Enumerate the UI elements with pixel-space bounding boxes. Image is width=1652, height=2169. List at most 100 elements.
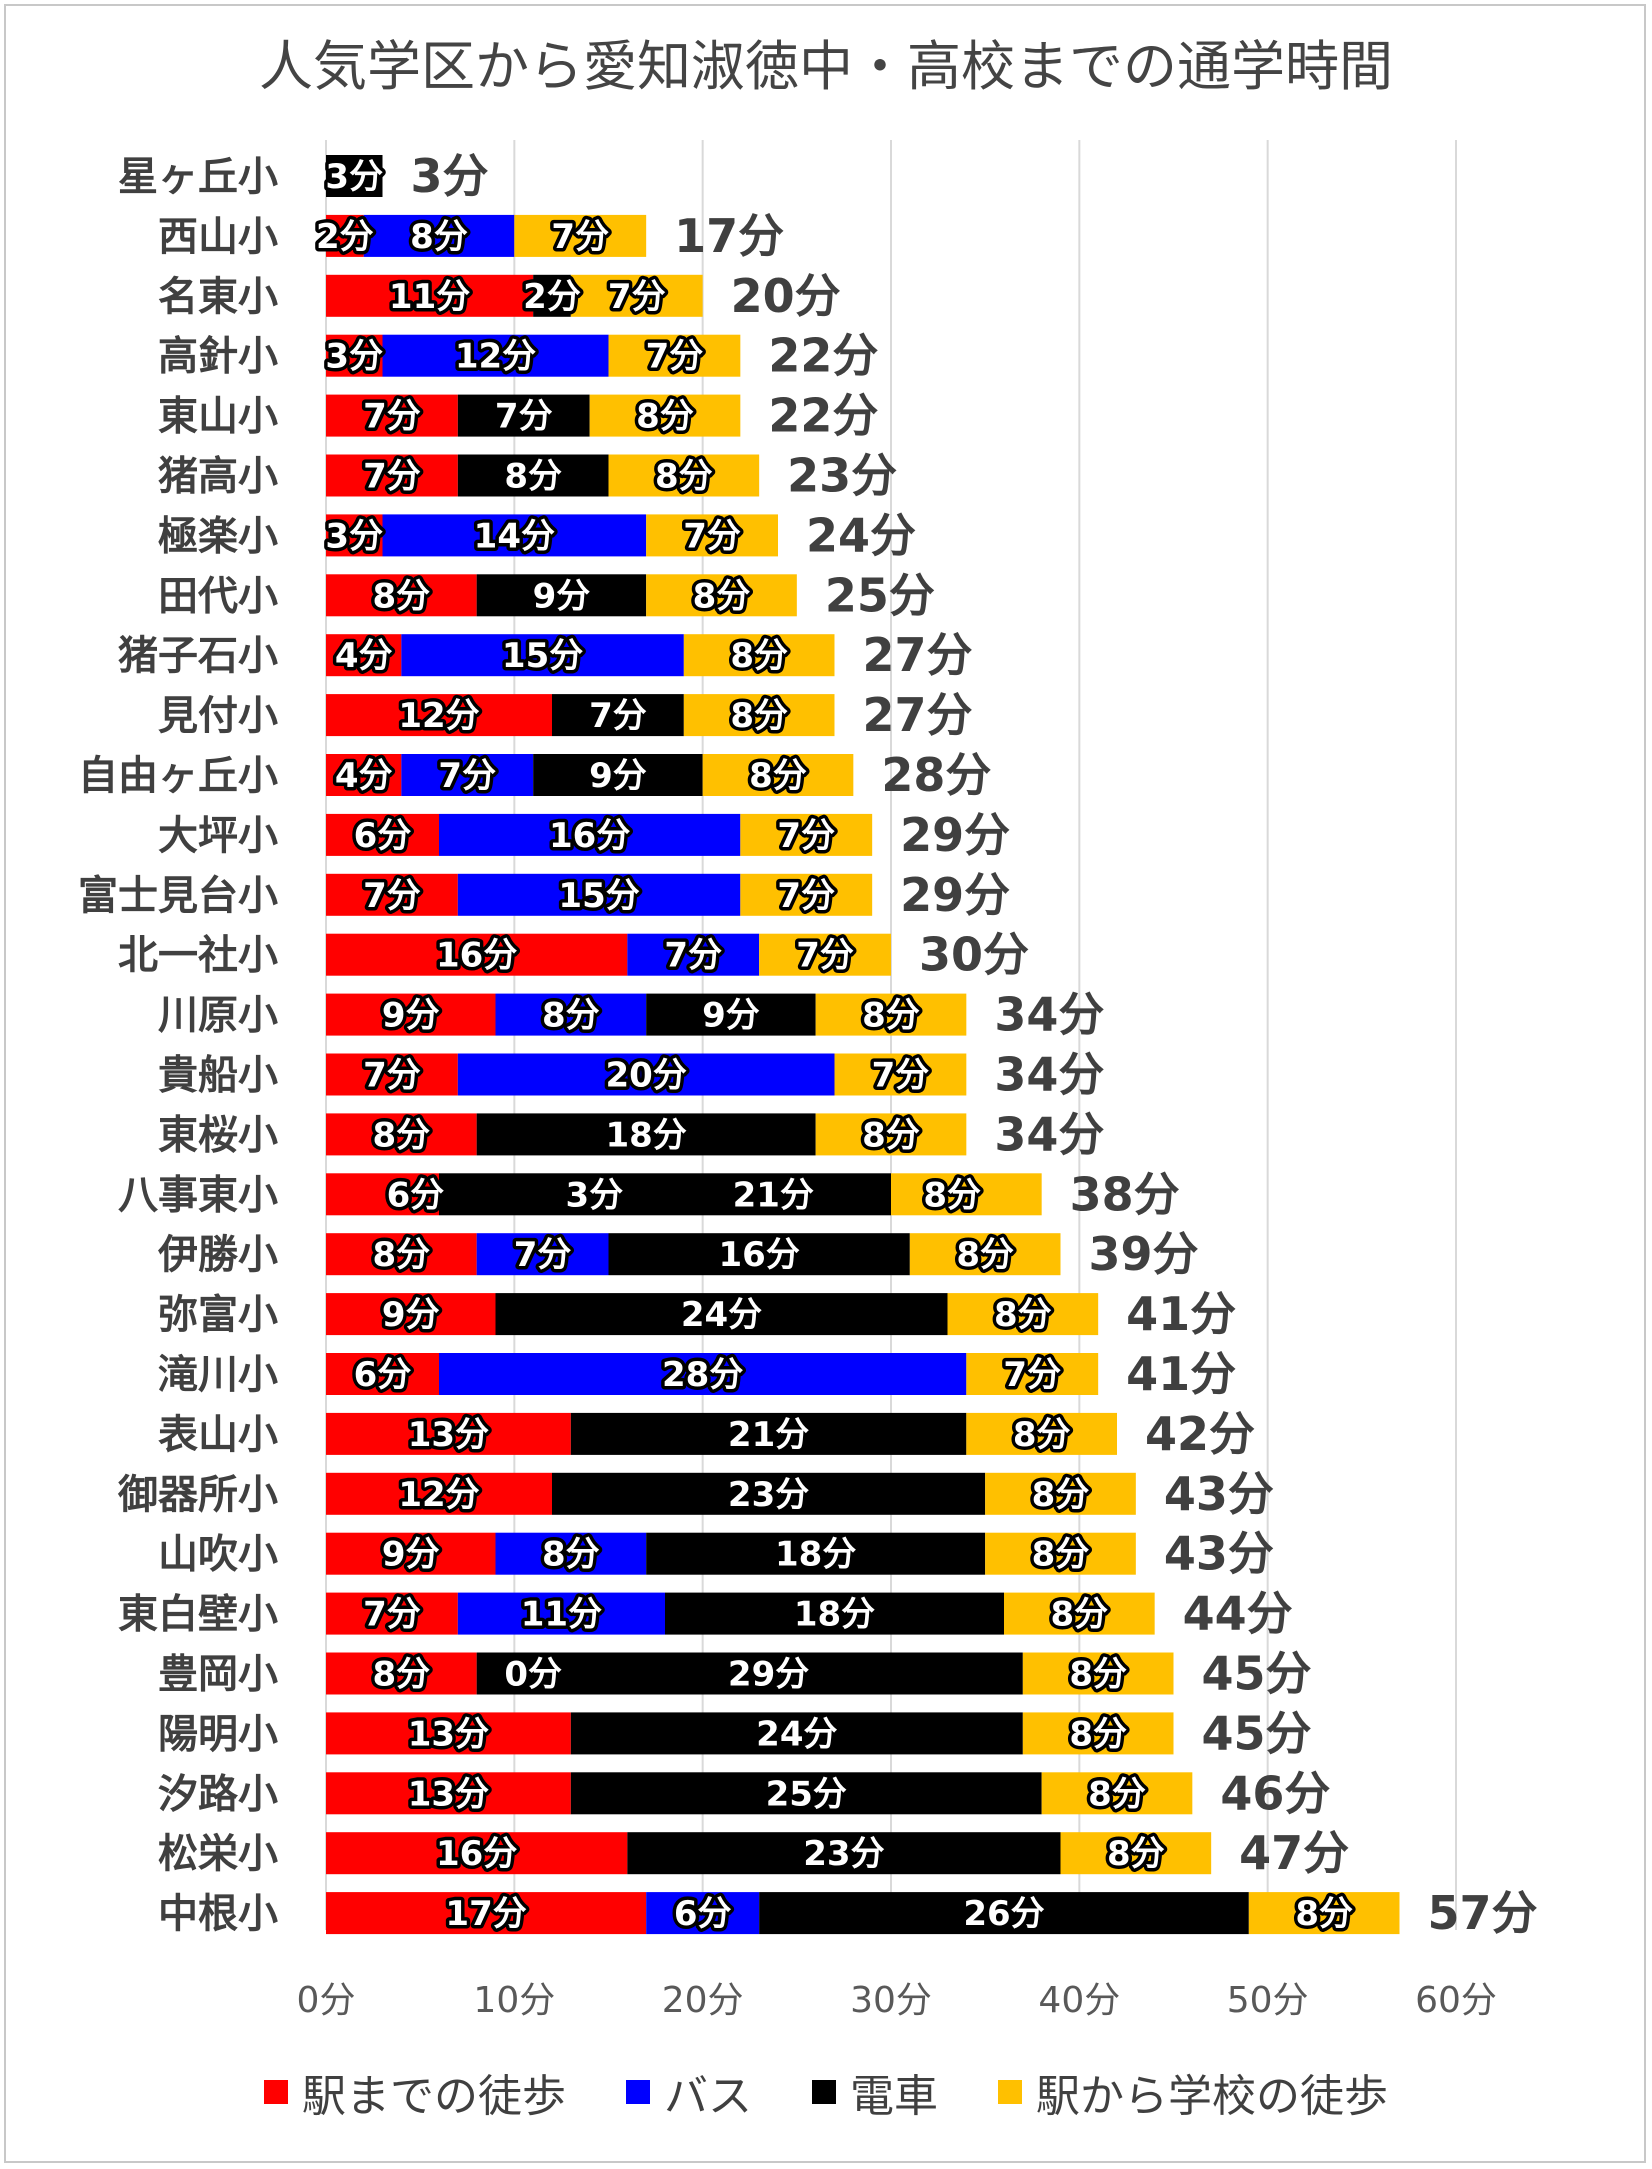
total-label: 39分: [1089, 1227, 1199, 1281]
total-label: 22分: [768, 329, 878, 383]
legend-label: 電車: [850, 2071, 938, 2122]
bar-segment: [326, 754, 402, 796]
x-tick-labels: 0分 10分 20分 30分 40分 50分 60分: [297, 1980, 1497, 2021]
x-tick-label: 10分: [473, 1980, 555, 2021]
category-label: 東白壁小: [118, 1592, 278, 1638]
x-tick-label: 40分: [1038, 1980, 1120, 2021]
segment-label: 11分: [389, 277, 470, 317]
segment-label: 2分: [523, 277, 581, 317]
segment-label: 16分: [719, 1235, 800, 1275]
legend-item: 電車: [812, 2060, 938, 2124]
bar-segment: [495, 993, 647, 1036]
total-label: 20分: [731, 269, 841, 323]
segment-label: 7分: [514, 1235, 572, 1275]
segment-label: 8分: [1032, 1475, 1090, 1515]
bar-segment: [683, 634, 835, 677]
x-tick-label: 20分: [662, 1980, 744, 2021]
bar-segment: [646, 1532, 986, 1575]
bar-segment: [646, 574, 797, 617]
segment-label: 20分: [606, 1056, 687, 1096]
legend-swatch: [998, 2080, 1022, 2104]
segment-label: 8分: [749, 756, 807, 796]
category-label: 東桜小: [158, 1112, 278, 1158]
segment-label: 15分: [502, 636, 583, 676]
category-label: 汐路小: [158, 1771, 278, 1817]
legend-swatch: [626, 2080, 650, 2104]
segment-label: 8分: [693, 576, 751, 616]
category-labels: 星ヶ丘小西山小名東小高針小東山小猪高小極楽小田代小猪子石小見付小自由ヶ丘小大坪小…: [78, 154, 278, 1937]
segment-label: 7分: [363, 876, 421, 916]
segment-label: 7分: [683, 516, 741, 556]
x-tick-label: 60分: [1415, 1980, 1497, 2021]
segment-label: 13分: [408, 1415, 489, 1455]
segment-label: 12分: [398, 1475, 479, 1515]
bar-segment: [646, 514, 778, 557]
total-label: 44分: [1183, 1587, 1293, 1641]
bar-segment: [1041, 1772, 1193, 1815]
bar-segment: [326, 1053, 458, 1096]
bar-segment: [326, 1832, 628, 1875]
segment-label: 7分: [363, 1056, 421, 1096]
total-label: 24分: [806, 508, 916, 562]
bar-segment: [608, 454, 760, 497]
bar-segment: [514, 214, 647, 257]
total-label: 34分: [994, 988, 1104, 1042]
segment-label: 8分: [994, 1295, 1052, 1335]
segment-label: 18分: [794, 1595, 875, 1635]
bar-segment: [815, 993, 967, 1036]
segment-label: 8分: [1013, 1415, 1071, 1455]
bar-segment: [326, 1532, 496, 1575]
bar-segment: [570, 1772, 1042, 1815]
legend-item: 駅から学校の徒歩: [998, 2060, 1388, 2124]
segment-label: 6分: [354, 1355, 412, 1395]
bar-segment: [326, 1892, 647, 1935]
segment-label: 21分: [728, 1415, 809, 1455]
total-label: 43分: [1164, 1527, 1274, 1581]
bar-segment: [439, 813, 741, 856]
bar-segment: [495, 1293, 948, 1336]
segment-label: 0分: [504, 1655, 562, 1695]
total-label: 23分: [787, 449, 897, 503]
x-tick-label: 30分: [850, 1980, 932, 2021]
segment-label: 8分: [655, 457, 713, 497]
segment-label: 4分: [335, 636, 393, 676]
bar-segment: [589, 394, 741, 437]
segment-label: 13分: [408, 1714, 489, 1754]
bar-segment: [476, 574, 647, 617]
segment-label: 8分: [956, 1235, 1014, 1275]
bar-segment: [326, 214, 364, 257]
bar-segment: [759, 933, 891, 976]
total-label: 17分: [674, 209, 784, 263]
segment-label: 3分: [325, 516, 383, 556]
bar-segment: [326, 873, 458, 916]
bar-segment: [326, 454, 458, 497]
x-tick-label: 0分: [297, 1980, 356, 2021]
category-label: 弥富小: [158, 1292, 278, 1338]
total-label: 38分: [1070, 1167, 1180, 1221]
bar-segment: [966, 1412, 1117, 1455]
category-label: 極楽小: [158, 513, 278, 559]
bar-segment: [326, 1173, 439, 1216]
segment-label: 8分: [730, 636, 788, 676]
segment-label: 8分: [372, 1655, 430, 1695]
bar-segment: [326, 813, 439, 856]
category-label: 大坪小: [158, 813, 278, 859]
segment-label: 7分: [363, 397, 421, 437]
bar-segment: [326, 334, 383, 377]
total-label: 29分: [900, 868, 1010, 922]
segment-label: 13分: [408, 1774, 489, 1814]
segment-label: 8分: [1032, 1535, 1090, 1575]
bar-segment: [665, 1592, 1004, 1635]
category-label: 山吹小: [158, 1532, 278, 1578]
bar-segment: [326, 1472, 552, 1515]
total-label: 41分: [1126, 1287, 1236, 1341]
bar-segment: [1248, 1892, 1400, 1935]
bar-segment: [457, 873, 741, 916]
total-label: 34分: [994, 1048, 1104, 1102]
segment-label: 8分: [542, 996, 600, 1036]
bar-segment: [476, 1652, 1023, 1695]
segment-label: 8分: [862, 1115, 920, 1155]
bar-segment: [326, 1113, 477, 1156]
total-label: 45分: [1202, 1706, 1312, 1760]
segment-label: 26分: [963, 1894, 1044, 1934]
